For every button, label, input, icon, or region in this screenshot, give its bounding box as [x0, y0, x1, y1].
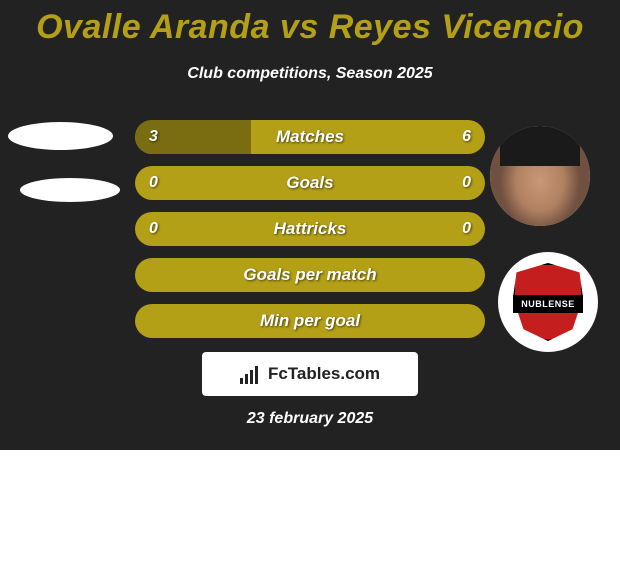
stat-label: Goals per match — [135, 258, 485, 292]
stat-value-right: 6 — [462, 120, 471, 154]
stat-value-right: 0 — [462, 212, 471, 246]
bar-chart-icon — [240, 364, 262, 384]
stats-area: 3 Matches 6 0 Goals 0 0 Hattricks 0 Goal… — [0, 120, 620, 350]
stat-label: Matches — [135, 120, 485, 154]
stat-row-goals: 0 Goals 0 — [135, 166, 485, 200]
stat-row-goals-per-match: Goals per match — [135, 258, 485, 292]
stat-label: Hattricks — [135, 212, 485, 246]
stat-value-right: 0 — [462, 166, 471, 200]
stat-label: Goals — [135, 166, 485, 200]
stat-row-min-per-goal: Min per goal — [135, 304, 485, 338]
stat-row-hattricks: 0 Hattricks 0 — [135, 212, 485, 246]
page-subtitle: Club competitions, Season 2025 — [0, 65, 620, 83]
brand-box: FcTables.com — [202, 352, 418, 396]
brand-text: FcTables.com — [268, 364, 380, 384]
page-title: Ovalle Aranda vs Reyes Vicencio — [0, 0, 620, 47]
stat-row-matches: 3 Matches 6 — [135, 120, 485, 154]
stat-label: Min per goal — [135, 304, 485, 338]
comparison-panel: Ovalle Aranda vs Reyes Vicencio Club com… — [0, 0, 620, 450]
footer-date: 23 february 2025 — [0, 410, 620, 428]
